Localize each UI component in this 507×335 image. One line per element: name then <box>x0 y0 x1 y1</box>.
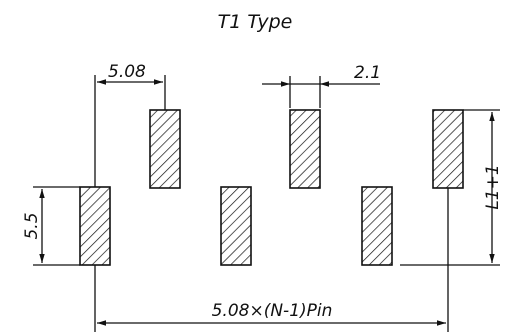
overall-length-dimension: 5.08×(N-1)Pin <box>94 188 449 332</box>
pad-upper-3 <box>432 109 464 189</box>
pad-height-dimension: 5.5 <box>22 186 80 266</box>
row-offset-label: L1+1 <box>483 164 503 209</box>
pad-width-label: 2.1 <box>354 63 381 83</box>
diagram-title: T1 Type <box>218 11 293 33</box>
overall-length-label: 5.08×(N-1)Pin <box>212 301 333 321</box>
pad-width-dimension: 2.1 <box>262 63 381 108</box>
pitch-dimension: 5.08 <box>94 62 166 187</box>
pad-height-label: 5.5 <box>22 212 42 239</box>
pad-upper-2 <box>289 109 321 189</box>
pad-upper-1 <box>149 109 181 189</box>
row-offset-dimension: L1+1 <box>400 109 503 266</box>
pad-lower-2 <box>220 186 252 266</box>
pad-lower-1 <box>79 186 111 266</box>
pitch-label: 5.08 <box>108 62 146 82</box>
pad-lower-3 <box>361 186 393 266</box>
